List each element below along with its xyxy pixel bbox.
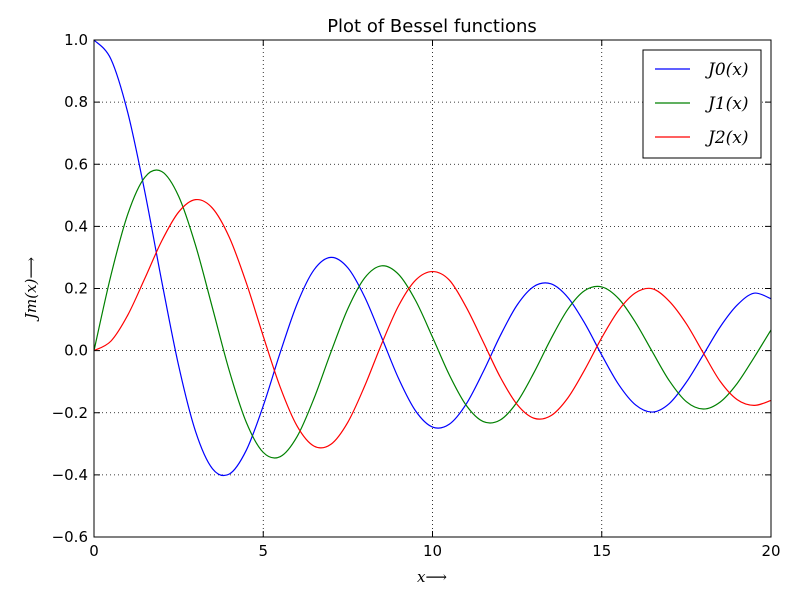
chart-title: Plot of Bessel functions <box>327 16 537 37</box>
y-tick-label: 0.4 <box>64 217 88 235</box>
legend-label-j2: J2(x) <box>705 128 748 148</box>
y-tick-label: −0.4 <box>52 466 88 484</box>
legend-box <box>642 49 762 159</box>
y-tick-label: 0.0 <box>64 342 88 360</box>
x-axis-label: x⟶ <box>417 568 447 586</box>
y-axis-label: Jm(x)⟶ <box>22 257 40 322</box>
series-lines <box>93 39 772 477</box>
y-tick-label: 0.2 <box>64 280 88 298</box>
y-tick-labels: −0.6 −0.4 −0.2 0.0 0.2 0.4 0.6 0.8 1.0 <box>52 31 88 546</box>
series-line-j2 <box>93 198 772 449</box>
x-tick-label: 0 <box>89 542 99 560</box>
legend-label-j0: J0(x) <box>705 60 748 80</box>
y-tick-label: 0.6 <box>64 155 88 173</box>
y-tick-label: −0.2 <box>52 404 88 422</box>
ticks <box>93 39 772 538</box>
x-tick-label: 20 <box>761 542 780 560</box>
x-tick-labels: 0 5 10 15 20 <box>89 542 780 560</box>
series-line-j1 <box>93 169 772 459</box>
x-tick-label: 5 <box>258 542 268 560</box>
x-tick-label: 15 <box>592 542 611 560</box>
series-line-j0 <box>93 39 772 477</box>
legend: J0(x) J1(x) J2(x) <box>642 49 762 159</box>
y-tick-label: −0.6 <box>52 528 88 546</box>
y-tick-label: 0.8 <box>64 93 88 111</box>
x-tick-label: 10 <box>423 542 442 560</box>
legend-label-j1: J1(x) <box>705 94 748 114</box>
y-tick-label: 1.0 <box>64 31 88 49</box>
